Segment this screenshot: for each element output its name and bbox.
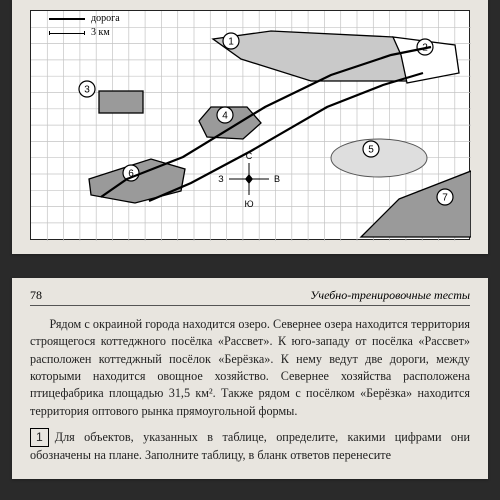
page-header: 78 Учебно-тренировочные тесты xyxy=(30,288,470,306)
legend-road-row: дорога xyxy=(49,13,120,24)
map-box: 1234567СЮВЗ дорога 3 км xyxy=(30,10,470,240)
compass-n: С xyxy=(246,151,253,161)
road-symbol xyxy=(49,18,85,20)
map-panel: 1234567СЮВЗ дорога 3 км xyxy=(12,0,488,254)
legend-scale-label: 3 км xyxy=(91,27,110,38)
marker-label-3: 3 xyxy=(84,85,90,96)
marker-label-1: 1 xyxy=(228,37,234,48)
compass-s: Ю xyxy=(244,199,253,209)
task-text: Для объектов, указанных в таблице, опред… xyxy=(30,430,470,462)
main-paragraph: Рядом с окраиной города находится озеро.… xyxy=(30,316,470,420)
scale-symbol xyxy=(49,31,85,35)
map-shape-s5 xyxy=(331,139,427,177)
map-legend: дорога 3 км xyxy=(49,13,120,41)
task-number-box: 1 xyxy=(30,428,49,447)
page-number: 78 xyxy=(30,288,42,303)
text-panel: 78 Учебно-тренировочные тесты Рядом с ок… xyxy=(12,278,488,479)
task-paragraph: 1Для объектов, указанных в таблице, опре… xyxy=(30,428,470,465)
marker-label-7: 7 xyxy=(442,193,448,204)
map-shape-s3 xyxy=(99,91,143,113)
marker-label-4: 4 xyxy=(222,111,228,122)
legend-road-label: дорога xyxy=(91,13,120,24)
compass-w: З xyxy=(218,174,223,184)
running-head: Учебно-тренировочные тесты xyxy=(310,288,470,303)
compass-e: В xyxy=(274,174,280,184)
map-shape-s7 xyxy=(361,171,471,237)
marker-label-5: 5 xyxy=(368,145,374,156)
map-svg: 1234567СЮВЗ xyxy=(31,11,471,241)
legend-scale-row: 3 км xyxy=(49,27,120,38)
